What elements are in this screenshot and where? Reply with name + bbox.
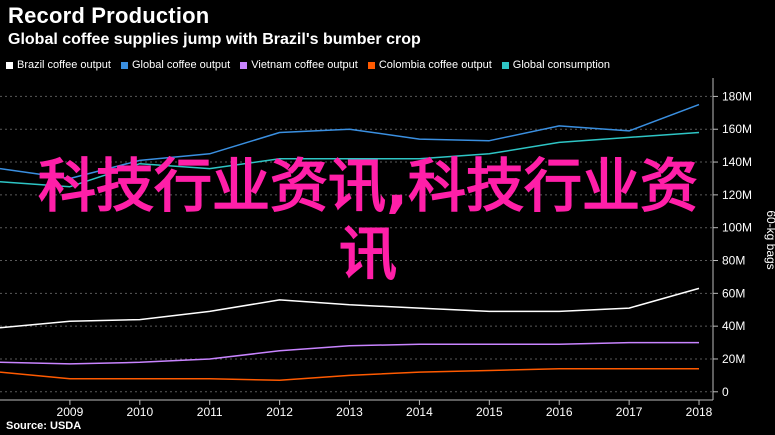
legend-label-global-consumption: Global consumption xyxy=(512,59,611,71)
legend-swatch-vietnam xyxy=(240,61,248,69)
xtick-label-2012: 2012 xyxy=(266,405,293,419)
legend-swatch-global-consumption xyxy=(501,61,509,69)
xtick-label-2016: 2016 xyxy=(546,405,573,419)
legend-swatch-global-output xyxy=(120,61,128,69)
ytick-label-0: 0 xyxy=(722,385,729,399)
series-line-global-consumption xyxy=(0,131,700,188)
xtick-label-2013: 2013 xyxy=(336,405,363,419)
chart-subtitle: Global coffee supplies jump with Brazil'… xyxy=(8,31,421,48)
legend-label-colombia: Colombia coffee output xyxy=(378,59,492,71)
ytick-label-160: 160M xyxy=(722,122,752,136)
legend-item-vietnam: Vietnam coffee output xyxy=(240,59,358,71)
xtick-label-2011: 2011 xyxy=(197,405,223,419)
chart-legend: Brazil coffee output Global coffee outpu… xyxy=(6,57,620,73)
ytick-label-120: 120M xyxy=(722,188,752,202)
ytick-label-140: 140M xyxy=(722,155,752,169)
ytick-label-60: 60M xyxy=(722,286,745,300)
xtick-label-2017: 2017 xyxy=(616,405,643,419)
ytick-label-20: 20M xyxy=(722,352,745,366)
series-line-vietnam-coffee-output xyxy=(0,341,699,365)
xtick-label-2015: 2015 xyxy=(476,405,503,419)
legend-swatch-colombia xyxy=(367,61,375,69)
legend-item-colombia: Colombia coffee output xyxy=(367,59,492,71)
legend-label-vietnam: Vietnam coffee output xyxy=(251,59,358,71)
ytick-label-80: 80M xyxy=(722,254,745,268)
y-axis-title: 60-kg bags xyxy=(764,210,775,269)
legend-item-global-output: Global coffee output xyxy=(120,59,231,71)
xtick-label-2014: 2014 xyxy=(406,405,433,419)
ytick-label-100: 100M xyxy=(722,221,752,235)
source-note: Source: USDA xyxy=(6,420,82,432)
legend-item-global-consumption: Global consumption xyxy=(501,59,611,71)
xtick-label-2018: 2018 xyxy=(686,405,713,419)
xtick-label-2009: 2009 xyxy=(57,405,84,419)
legend-label-global-output: Global coffee output xyxy=(131,59,231,71)
legend-swatch-brazil xyxy=(6,61,13,69)
ytick-label-180: 180M xyxy=(722,89,752,103)
chart-title: Record Production xyxy=(8,3,210,28)
series-line-global-coffee-output xyxy=(0,103,700,180)
ytick-label-40: 40M xyxy=(722,319,745,333)
legend-label-brazil: Brazil coffee output xyxy=(17,59,111,71)
series-line-brazil-coffee-output xyxy=(0,287,700,329)
xtick-label-2010: 2010 xyxy=(126,405,153,419)
legend-item-brazil: Brazil coffee output xyxy=(6,59,111,71)
series-line-colombia-coffee-output xyxy=(0,368,699,382)
